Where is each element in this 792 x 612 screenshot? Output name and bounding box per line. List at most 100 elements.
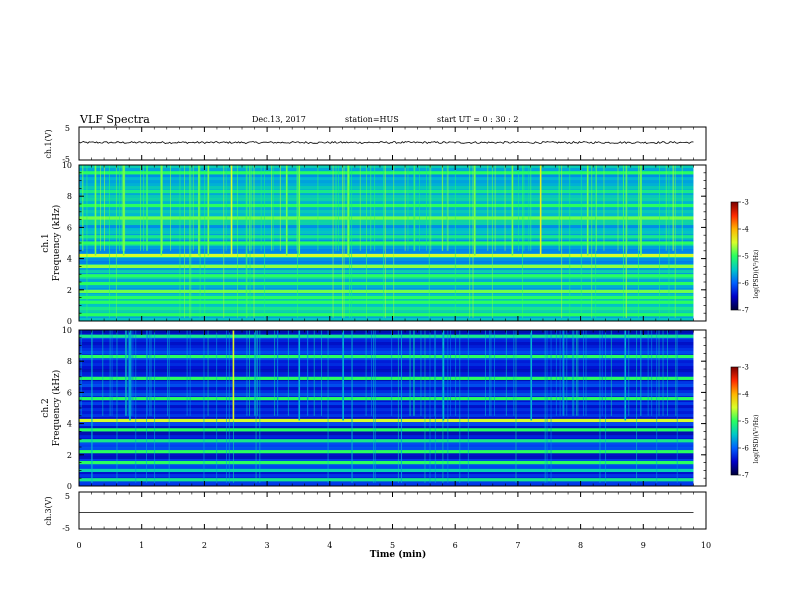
spectrogram-texture-row — [79, 330, 694, 334]
spectrogram-streak — [528, 165, 530, 251]
spectrogram-streak — [279, 165, 281, 251]
spectrogram-streak — [595, 165, 597, 318]
x-tick-label: 6 — [453, 541, 458, 550]
spectrogram-streak — [522, 165, 523, 318]
spectrogram-streak — [420, 330, 422, 416]
spectrogram-streak — [665, 165, 667, 251]
spectrogram-texture-row — [79, 180, 694, 184]
ch1-ytick-neg5: -5 — [62, 155, 70, 164]
spectrogram-empty-region — [693, 330, 706, 486]
spectrogram-texture-row — [79, 402, 694, 406]
spectrogram-streak — [447, 165, 449, 251]
spectrogram-impulse — [285, 165, 288, 256]
spectrogram-streak — [296, 165, 298, 251]
spectrogram-streak — [391, 330, 393, 416]
spectrogram-streak — [332, 165, 334, 318]
spectrogram-streak — [424, 330, 426, 483]
spectrogram-streak — [237, 165, 238, 318]
spectrogram-tone-band — [79, 300, 694, 304]
spectrogram-texture-row — [79, 345, 694, 349]
spectrogram-streak — [349, 165, 351, 318]
spectrogram-texture-row — [79, 441, 694, 445]
ch1-waveform-panel: 5 -5 ch.1(V) — [44, 124, 707, 164]
spectrogram-streak — [409, 330, 411, 416]
y-tick-label: 8 — [67, 192, 72, 201]
spectrogram-streak — [562, 330, 563, 416]
spectrogram-streak — [577, 330, 579, 416]
spectrogram-streak — [640, 330, 642, 416]
spectrogram-streak — [135, 330, 137, 483]
spectrogram-texture-row — [79, 288, 694, 292]
spectrogram-streak — [259, 330, 261, 483]
spectrogram-texture-row — [79, 228, 694, 232]
spectrogram-streak — [253, 165, 255, 318]
ch1-waveform-line — [78, 140, 694, 145]
y-tick-label: 2 — [67, 286, 72, 295]
spectrogram-tone-band — [79, 253, 694, 258]
spectrogram-tone-band — [79, 274, 694, 278]
spectrogram-streak — [104, 165, 105, 251]
spectrogram-streak — [170, 165, 171, 251]
spectrogram-texture-row — [79, 375, 694, 379]
spectrogram-streak — [190, 165, 192, 318]
spectrogram-texture-row — [79, 186, 694, 190]
spectrogram-streak — [383, 165, 385, 318]
spectrogram-impulse — [342, 330, 344, 421]
spectrogram-impulse — [129, 330, 131, 421]
spectrogram-tone-band — [79, 296, 694, 300]
spectrogram-streak — [494, 330, 495, 416]
spectrogram-streak — [146, 330, 147, 483]
spectrogram-streak — [249, 165, 250, 251]
spectrogram-streak — [442, 165, 444, 251]
spectrogram-tone-band — [79, 289, 694, 293]
x-tick-label: 5 — [390, 541, 395, 550]
spectrogram-streak — [675, 330, 677, 416]
spectrogram-texture-row — [79, 357, 694, 361]
spectrogram-streak — [494, 165, 496, 251]
y-tick-label: 4 — [67, 255, 72, 264]
spectrogram-streak — [505, 330, 507, 416]
spectrogram-streak — [656, 330, 658, 483]
spectrogram-tone-band — [79, 264, 694, 268]
spectrogram-tone-band — [79, 428, 694, 432]
spectrogram-streak — [128, 330, 129, 416]
spectrogram-texture-row — [79, 198, 694, 202]
spectrogram-streak — [338, 165, 339, 251]
y-tick-label: 4 — [67, 420, 72, 429]
spectrogram-streak — [605, 330, 607, 483]
colorbar-tick-label: -7 — [742, 472, 749, 480]
spectrogram-texture-row — [79, 243, 694, 247]
spectrogram-streak — [550, 330, 552, 483]
spectrogram-streak — [628, 330, 630, 416]
colorbar-tick-label: -5 — [742, 253, 749, 261]
spectrogram-streak — [414, 165, 416, 251]
spectrogram-streak — [397, 330, 399, 483]
spectrogram-streak — [566, 330, 568, 416]
spectrogram-streak — [569, 165, 571, 318]
spectrogram-streak — [626, 165, 628, 318]
spectrogram-streak — [246, 330, 248, 416]
spectrogram-tone-band — [79, 418, 694, 423]
spectrogram-streak — [419, 165, 420, 251]
spectrogram-streak — [80, 330, 82, 416]
spectrogram-streak — [228, 330, 230, 483]
spectrogram-streak — [91, 330, 92, 483]
spectrogram-streak — [147, 165, 148, 251]
spectrogram-texture-row — [79, 411, 694, 415]
spectrogram-texture-row — [79, 183, 694, 187]
spectrogram-streak — [428, 165, 430, 318]
spectrogram-streak — [254, 330, 256, 416]
spectrogram-texture-row — [79, 453, 694, 457]
spectrogram-streak — [625, 165, 627, 318]
spectrogram-streak — [563, 330, 564, 416]
spectrogram-streak — [256, 330, 258, 416]
spectrogram-texture-row — [79, 456, 694, 460]
spectrogram-streak — [223, 165, 225, 318]
spectrogram-streak — [249, 165, 251, 318]
spectrogram-streak — [561, 165, 563, 318]
spectrogram-impulse — [122, 165, 125, 256]
ch1-spectrogram-ylabel: Frequency (kHz) — [51, 205, 62, 282]
spectrogram-texture-row — [79, 360, 694, 364]
ch1-spectrogram-panel: 0 2 4 6 8 10 ch.1 Frequency (kHz) — [41, 161, 707, 326]
y-tick-label: 0 — [67, 317, 72, 326]
